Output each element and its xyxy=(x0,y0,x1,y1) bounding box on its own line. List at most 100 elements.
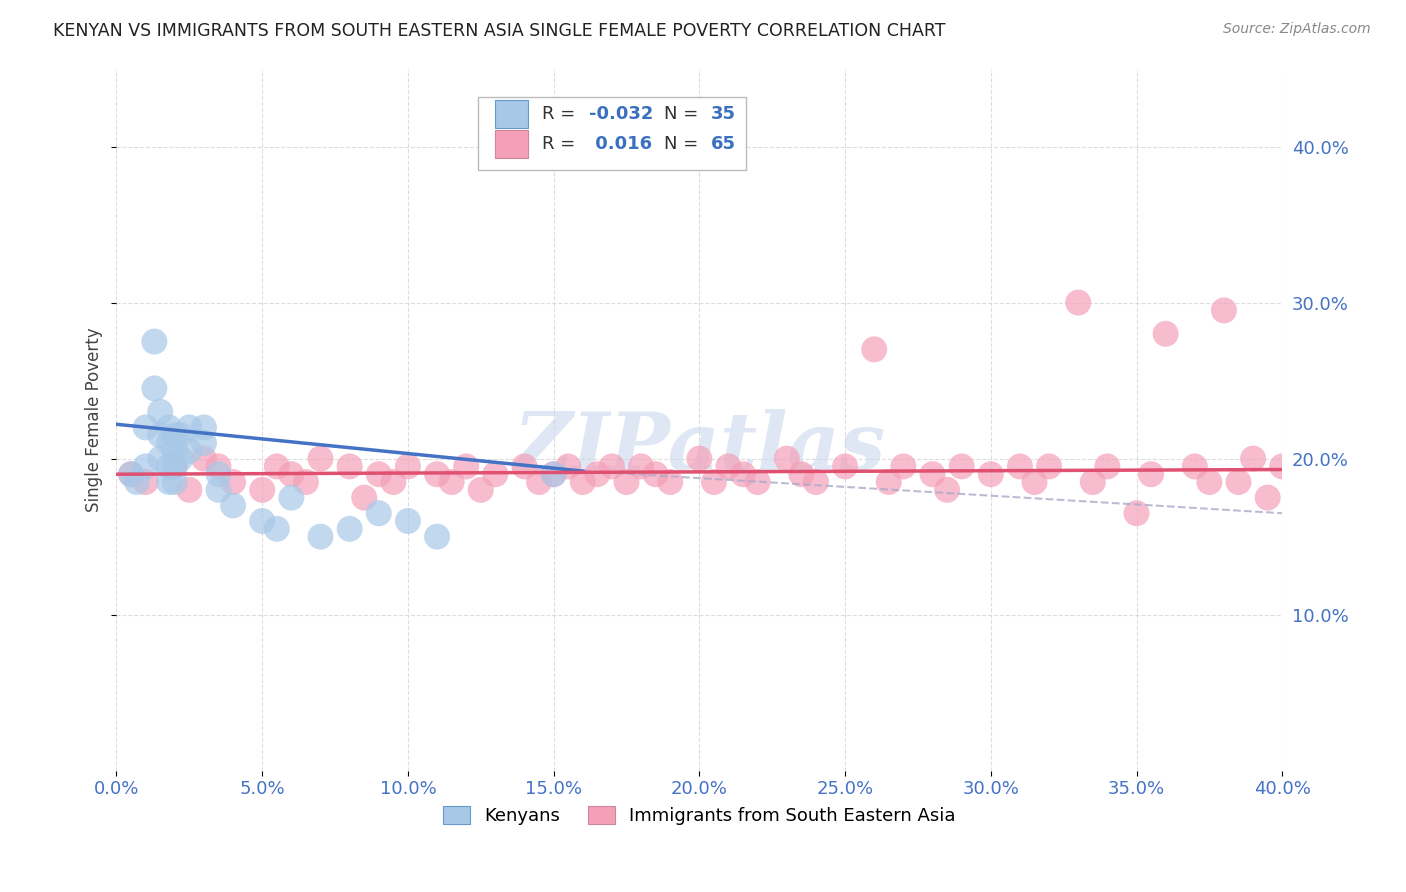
Point xyxy=(733,467,755,482)
Text: N =: N = xyxy=(665,105,704,123)
Point xyxy=(877,475,900,489)
Point xyxy=(157,475,180,489)
Point xyxy=(367,467,389,482)
Point xyxy=(309,530,332,544)
Point xyxy=(936,483,959,497)
Point xyxy=(688,451,710,466)
Point xyxy=(921,467,943,482)
Point xyxy=(600,459,623,474)
Point xyxy=(1213,303,1236,318)
Point xyxy=(135,420,157,434)
Point xyxy=(157,420,180,434)
Point xyxy=(120,467,142,482)
Bar xyxy=(495,100,529,128)
Point xyxy=(163,443,186,458)
Point xyxy=(703,475,725,489)
Point xyxy=(280,491,302,505)
Point xyxy=(179,483,201,497)
Text: KENYAN VS IMMIGRANTS FROM SOUTH EASTERN ASIA SINGLE FEMALE POVERTY CORRELATION C: KENYAN VS IMMIGRANTS FROM SOUTH EASTERN … xyxy=(53,22,946,40)
Point xyxy=(1140,467,1163,482)
Point xyxy=(169,451,191,466)
Point xyxy=(616,475,638,489)
Point xyxy=(426,467,449,482)
Point xyxy=(266,522,288,536)
Point xyxy=(222,475,245,489)
Point xyxy=(163,428,186,442)
Point xyxy=(135,459,157,474)
Point xyxy=(893,459,915,474)
Point xyxy=(1257,491,1279,505)
Point xyxy=(980,467,1002,482)
Text: R =: R = xyxy=(541,105,581,123)
Point xyxy=(1038,459,1060,474)
Point xyxy=(207,459,229,474)
Point xyxy=(157,459,180,474)
Point xyxy=(586,467,609,482)
Point xyxy=(396,459,419,474)
Point xyxy=(179,443,201,458)
Point xyxy=(470,483,492,497)
Point xyxy=(950,459,973,474)
Point xyxy=(339,522,361,536)
Point xyxy=(644,467,666,482)
Point xyxy=(426,530,449,544)
Point xyxy=(222,499,245,513)
Point xyxy=(1241,451,1264,466)
Text: 0.016: 0.016 xyxy=(589,136,652,153)
Text: R =: R = xyxy=(541,136,581,153)
Text: 65: 65 xyxy=(711,136,735,153)
Text: -0.032: -0.032 xyxy=(589,105,652,123)
Point xyxy=(309,451,332,466)
Point xyxy=(149,428,172,442)
Point xyxy=(543,467,565,482)
Point xyxy=(630,459,652,474)
Legend: Kenyans, Immigrants from South Eastern Asia: Kenyans, Immigrants from South Eastern A… xyxy=(443,805,956,825)
Point xyxy=(440,475,463,489)
Point xyxy=(396,514,419,528)
Point xyxy=(804,475,827,489)
Y-axis label: Single Female Poverty: Single Female Poverty xyxy=(86,327,103,512)
Point xyxy=(149,405,172,419)
Point xyxy=(143,381,166,395)
Point xyxy=(1125,506,1147,520)
Point xyxy=(179,420,201,434)
Point xyxy=(456,459,478,474)
Point xyxy=(717,459,740,474)
Point xyxy=(1184,459,1206,474)
Point xyxy=(1198,475,1220,489)
Point xyxy=(135,475,157,489)
Point xyxy=(557,459,579,474)
Point xyxy=(339,459,361,474)
Point xyxy=(169,428,191,442)
Point xyxy=(250,514,273,528)
Point xyxy=(120,467,142,482)
Point xyxy=(1271,459,1294,474)
Point xyxy=(776,451,799,466)
Point xyxy=(1024,475,1046,489)
FancyBboxPatch shape xyxy=(478,96,747,170)
Point xyxy=(484,467,506,482)
Point xyxy=(143,334,166,349)
Point xyxy=(367,506,389,520)
Point xyxy=(863,343,886,357)
Point xyxy=(382,475,405,489)
Point xyxy=(747,475,769,489)
Point xyxy=(280,467,302,482)
Point xyxy=(1008,459,1031,474)
Point xyxy=(1081,475,1104,489)
Point xyxy=(527,475,550,489)
Point xyxy=(1097,459,1119,474)
Bar xyxy=(495,129,529,158)
Point xyxy=(1227,475,1250,489)
Point xyxy=(149,451,172,466)
Point xyxy=(790,467,813,482)
Point xyxy=(266,459,288,474)
Point xyxy=(193,420,215,434)
Point xyxy=(295,475,318,489)
Point xyxy=(193,436,215,450)
Point xyxy=(125,475,148,489)
Point xyxy=(193,451,215,466)
Point xyxy=(571,475,593,489)
Point xyxy=(163,459,186,474)
Point xyxy=(1154,326,1177,341)
